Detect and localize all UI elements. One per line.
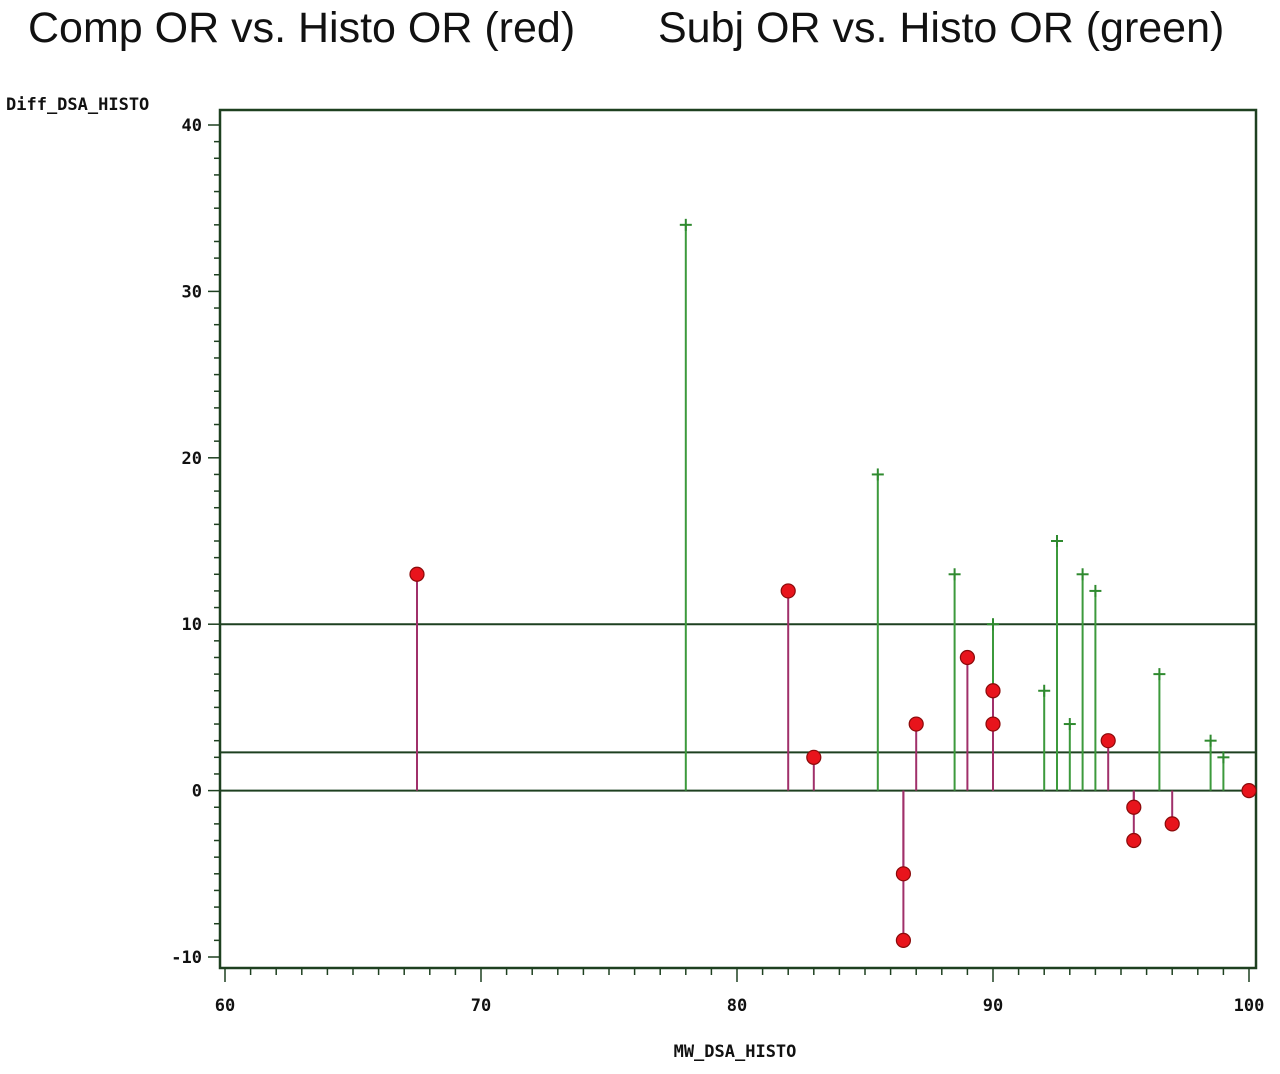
data-point-circle [985,716,1001,732]
title-right: Subj OR vs. Histo OR (green) [658,4,1225,52]
data-point-plus [1063,718,1076,731]
data-point-circle [780,583,796,599]
data-point-circle [409,566,425,582]
x-tick-label: 90 [983,996,1003,1016]
y-tick-label: -10 [171,948,202,968]
y-tick-label: 10 [182,615,202,635]
data-point-circle [985,683,1001,699]
data-point-plus [948,568,961,581]
data-point-circle [1126,799,1142,815]
y-axis: -10 0 10 20 30 40 [171,116,220,968]
y-tick-label: 20 [182,449,202,469]
x-tick-label: 60 [215,996,235,1016]
data-point-plus [1089,584,1102,597]
y-tick-label: 40 [182,116,202,136]
data-point-circle [895,932,912,948]
data-point-circle [895,866,912,882]
title-left: Comp OR vs. Histo OR (red) [28,4,576,52]
data-point-circle [959,649,976,666]
data-point-plus [1051,535,1063,547]
data-point-circle [908,716,924,732]
data-point-plus [1204,734,1217,747]
y-axis-title: Diff_DSA_HISTO [6,95,149,115]
data-point-plus [679,218,692,231]
x-tick-label: 100 [1234,996,1265,1016]
data-point-circle [1241,782,1257,799]
data-point-plus [1153,668,1166,681]
x-axis-title: MW_DSA_HISTO [674,1042,797,1062]
data-point-circle [1164,816,1180,832]
chart-title: Comp OR vs. Histo OR (red) Subj OR vs. H… [0,4,1280,56]
reference-lines [220,623,1256,792]
plot-frame [218,108,1258,970]
data-point-plus [871,468,884,481]
y-tick-label: 30 [182,282,202,302]
data-point-plus [1076,568,1089,581]
y-tick-label: 0 [192,782,202,802]
data-point-plus [1217,751,1230,764]
x-axis: 60 70 80 90 100 [215,968,1265,1016]
needles [416,224,1225,941]
markers [409,218,1257,948]
data-point-circle [806,749,822,765]
data-point-plus [1038,684,1051,697]
data-point-circle [1126,832,1142,849]
data-point-circle [1100,733,1116,749]
data-point-plus [987,618,999,631]
x-tick-label: 70 [471,996,491,1016]
x-tick-label: 80 [727,996,747,1016]
